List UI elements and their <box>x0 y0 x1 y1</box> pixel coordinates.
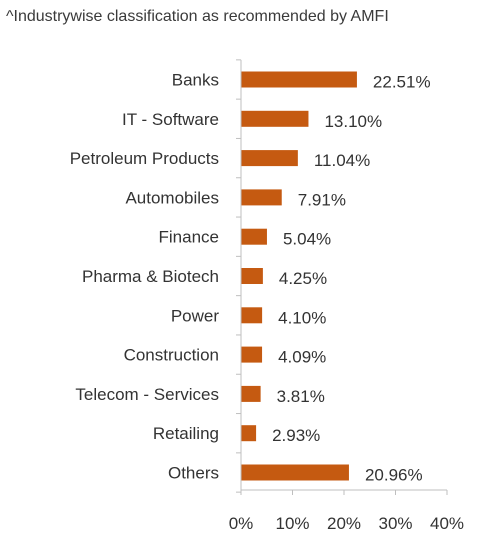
bar-automobiles <box>241 189 282 206</box>
bar-others <box>241 464 349 481</box>
data-label-retailing: 2.93% <box>272 426 320 445</box>
labels-layer: Banks 22.51% IT - Software 13.10% Petroleum … <box>70 71 431 485</box>
data-label-it-software: 13.10% <box>324 112 382 131</box>
x-tick-label: 30% <box>378 514 412 533</box>
category-label-pharma-biotech: Pharma & Biotech <box>82 267 219 286</box>
category-label-others: Others <box>168 464 219 483</box>
axis-layer: 0% 10% 20% 30% 40% <box>229 59 464 533</box>
bar-power <box>241 307 263 324</box>
x-tick-label: 20% <box>327 514 361 533</box>
category-label-automobiles: Automobiles <box>125 188 219 207</box>
data-label-construction: 4.09% <box>278 348 326 367</box>
data-label-finance: 5.04% <box>283 230 331 249</box>
category-label-power: Power <box>171 306 220 325</box>
x-tick-label: 40% <box>430 514 464 533</box>
category-label-it-software: IT - Software <box>122 110 219 129</box>
bar-telecom-services <box>241 385 261 402</box>
chart-subtitle: ^Industrywise classification as recommen… <box>6 8 389 25</box>
category-label-banks: Banks <box>172 71 219 90</box>
bar-banks <box>241 71 357 88</box>
data-label-petroleum-products: 11.04% <box>314 151 370 170</box>
data-label-power: 4.10% <box>278 308 326 327</box>
x-tick-label: 0% <box>229 514 254 533</box>
category-label-retailing: Retailing <box>153 424 219 443</box>
data-label-pharma-biotech: 4.25% <box>279 269 327 288</box>
bar-finance <box>241 228 267 245</box>
bar-retailing <box>241 425 257 442</box>
category-label-finance: Finance <box>159 228 219 247</box>
category-label-telecom-services: Telecom - Services <box>75 385 219 404</box>
data-label-others: 20.96% <box>365 466 423 485</box>
bars-layer <box>241 71 357 481</box>
bar-it-software <box>241 110 309 127</box>
data-label-automobiles: 7.91% <box>298 190 346 209</box>
category-label-construction: Construction <box>124 346 219 365</box>
data-label-banks: 22.51% <box>373 73 431 92</box>
bar-petroleum-products <box>241 150 298 167</box>
data-label-telecom-services: 3.81% <box>277 387 325 406</box>
bar-construction <box>241 346 263 363</box>
category-label-petroleum-products: Petroleum Products <box>70 149 219 168</box>
bar-pharma-biotech <box>241 268 263 284</box>
x-tick-label: 10% <box>275 514 309 533</box>
